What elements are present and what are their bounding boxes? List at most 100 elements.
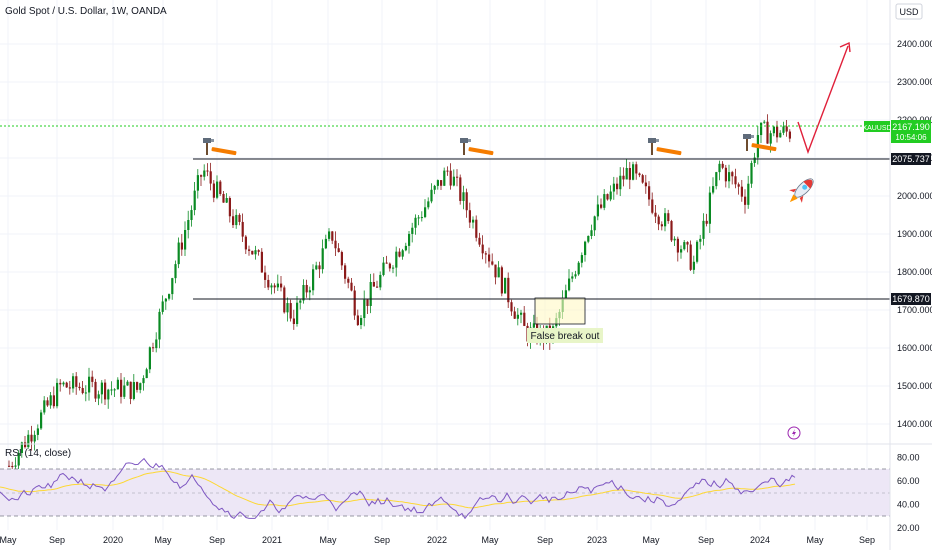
- candle-body: [139, 383, 142, 390]
- candle-body: [280, 283, 283, 288]
- candle-body: [353, 290, 356, 316]
- candle-body: [376, 286, 379, 288]
- candle-body: [436, 180, 439, 186]
- candle-body: [331, 231, 334, 241]
- candle-body: [142, 378, 145, 384]
- support-tag-text: 1679.870: [892, 294, 930, 304]
- candle-body: [683, 242, 686, 250]
- hammer-icon: [460, 138, 494, 156]
- rsi-line[interactable]: [0, 457, 796, 520]
- candle-body: [465, 192, 468, 211]
- price-tick-label: 2000.000: [897, 191, 932, 201]
- time-tick-label: Sep: [49, 535, 65, 545]
- candle-body: [382, 262, 385, 275]
- candle-body: [520, 312, 523, 315]
- candle-body: [104, 382, 107, 400]
- candle-body: [433, 185, 436, 190]
- candle-body: [411, 227, 414, 234]
- currency-button[interactable]: [895, 3, 923, 20]
- candle-body: [708, 192, 711, 224]
- candle-body: [27, 434, 30, 448]
- candle-body: [158, 311, 161, 340]
- candle-body: [254, 250, 257, 255]
- candle-body: [760, 122, 763, 136]
- candle-body: [91, 376, 94, 382]
- candle-body: [644, 182, 647, 187]
- time-tick-label: 2023: [587, 535, 607, 545]
- time-tick-label: Sep: [537, 535, 553, 545]
- candle-body: [603, 194, 606, 208]
- candle-body: [152, 347, 155, 349]
- candle-body: [161, 301, 164, 312]
- price-tick-label: 1700.000: [897, 305, 932, 315]
- rsi-label: RSI (14, close): [5, 448, 71, 459]
- candle-body: [196, 175, 199, 191]
- candle-body: [625, 168, 628, 180]
- candle-body: [302, 284, 305, 301]
- candle-body: [497, 267, 500, 278]
- candle-body: [78, 386, 81, 389]
- candle-body: [395, 251, 398, 268]
- candle-body: [200, 175, 203, 177]
- candle-body: [171, 278, 174, 295]
- candle-body: [33, 434, 36, 442]
- resistance-tag-text: 2075.737: [892, 154, 930, 164]
- candle-body: [564, 290, 567, 299]
- candle-body: [344, 265, 347, 279]
- candle-body: [20, 442, 23, 454]
- candle-body: [84, 392, 87, 394]
- candle-body: [440, 180, 443, 186]
- candle-body: [628, 168, 631, 180]
- candle-body: [264, 272, 267, 280]
- lightning-icon[interactable]: [787, 426, 801, 440]
- candle-body: [40, 412, 43, 429]
- candle-body: [609, 191, 612, 200]
- candle-body: [75, 376, 78, 387]
- candle-body: [155, 339, 158, 349]
- candle-body: [366, 299, 369, 306]
- candle-body: [769, 133, 772, 144]
- candle-body: [430, 189, 433, 202]
- candle-body: [462, 192, 465, 201]
- candle-body: [744, 196, 747, 205]
- candle-body: [750, 162, 753, 184]
- candle-body: [616, 183, 619, 190]
- candle-body: [270, 285, 273, 288]
- candle-body: [350, 282, 353, 291]
- false-breakout-box[interactable]: [534, 297, 586, 325]
- chart-title: Gold Spot / U.S. Dollar, 1W, OANDA: [5, 6, 167, 17]
- candle-body: [747, 183, 750, 205]
- candle-body: [763, 121, 766, 123]
- candle-body: [500, 267, 503, 294]
- candle-body: [667, 213, 670, 222]
- candle-body: [574, 274, 577, 277]
- price-tick-label: 2400.000: [897, 39, 932, 49]
- candle-body: [632, 164, 635, 180]
- candle-body: [289, 303, 292, 319]
- candle-body: [779, 132, 782, 138]
- candle-body: [568, 278, 571, 291]
- candle-body: [651, 199, 654, 213]
- candle-body: [788, 131, 791, 139]
- candle-body: [606, 194, 609, 200]
- candle-body: [110, 389, 113, 391]
- candle-body: [401, 250, 404, 257]
- projection-path[interactable]: [797, 45, 849, 155]
- candle-body: [772, 126, 775, 134]
- candle-body: [481, 244, 484, 254]
- candle-body: [49, 395, 52, 406]
- candle-body: [516, 314, 519, 319]
- candle-body: [584, 241, 587, 256]
- candle-body: [216, 181, 219, 198]
- candle-body: [286, 303, 289, 313]
- time-axis[interactable]: May Sep 2020 May Sep 2021 May Sep 2022 May Sep 2023…: [0, 535, 875, 545]
- candle-body: [24, 442, 27, 448]
- candle-body: [145, 369, 148, 379]
- candle-body: [308, 290, 311, 293]
- candle-body: [11, 466, 14, 468]
- candle-body: [312, 269, 315, 291]
- candle-body: [88, 376, 91, 393]
- candle-body: [193, 190, 196, 211]
